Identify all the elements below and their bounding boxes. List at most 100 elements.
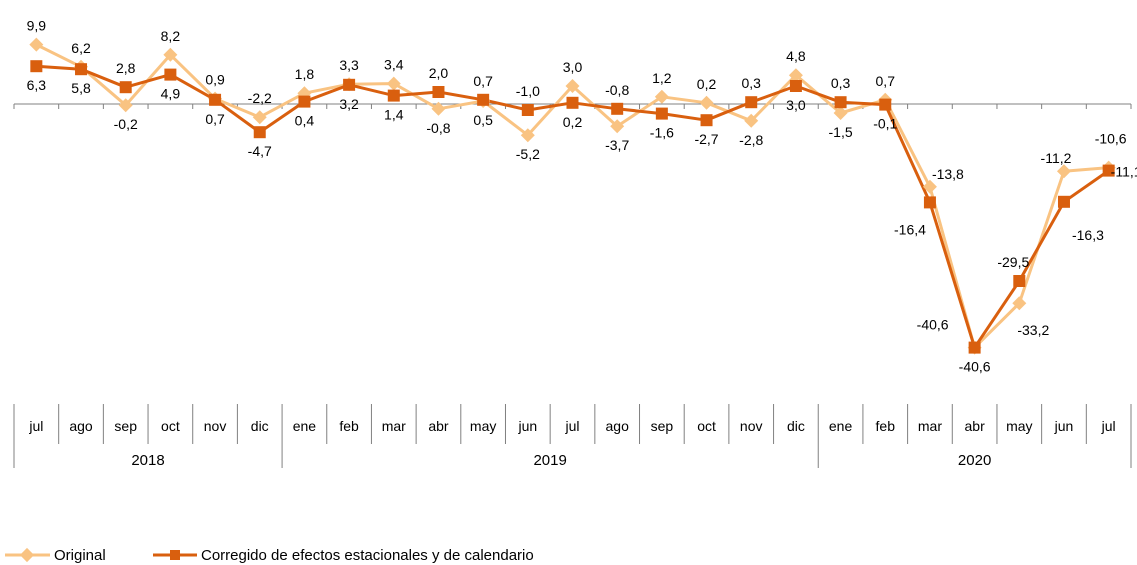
x-axis-categories: jul ago sep oct nov dic ene feb mar abr may jun jul a… xyxy=(13,404,1132,469)
data-label-original: -1,5 xyxy=(829,124,853,140)
x-tick-label: may xyxy=(470,418,496,434)
x-tick-label: jun xyxy=(517,418,537,434)
x-tick-label: ago xyxy=(69,418,93,434)
data-label-corregido: -1,0 xyxy=(516,83,540,99)
point-original xyxy=(610,119,625,134)
data-label-original: -40,6 xyxy=(917,317,949,333)
data-label-corregido: 5,8 xyxy=(71,80,91,96)
point-corregido xyxy=(789,80,802,92)
data-label-corregido: 6,3 xyxy=(27,77,47,93)
legend: Original Corregido de efectos estacional… xyxy=(5,547,534,564)
data-label-original: -11,2 xyxy=(1041,150,1072,166)
point-corregido xyxy=(566,96,579,109)
x-tick-label: jul xyxy=(28,418,43,434)
x-tick-label: nov xyxy=(740,418,763,434)
data-label-corregido: -29,5 xyxy=(997,254,1029,270)
data-label-original: -13,8 xyxy=(932,166,964,182)
point-original xyxy=(565,79,580,93)
legend-swatch-corregido-marker xyxy=(170,550,180,560)
data-label-original: -0,8 xyxy=(426,120,450,136)
x-tick-label: jul xyxy=(1101,418,1116,434)
x-tick-label: jun xyxy=(1054,418,1074,434)
point-original xyxy=(699,95,714,110)
x-tick-label: jul xyxy=(564,418,579,434)
point-original xyxy=(744,113,759,128)
data-label-corregido: -16,3 xyxy=(1072,227,1104,243)
point-original xyxy=(386,76,401,91)
data-label-original: -33,2 xyxy=(1017,322,1049,338)
point-corregido xyxy=(745,96,758,109)
data-label-original: 4,8 xyxy=(786,48,806,64)
point-corregido xyxy=(923,196,936,209)
point-corregido xyxy=(119,81,132,94)
data-label-original: -5,2 xyxy=(516,146,540,162)
point-corregido xyxy=(477,93,490,106)
x-tick-label: mar xyxy=(918,418,942,434)
point-corregido xyxy=(968,341,981,354)
data-label-corregido: -0,1 xyxy=(873,116,897,132)
data-label-corregido: 0,7 xyxy=(205,111,225,127)
point-corregido xyxy=(521,104,534,116)
data-label-layer: 9,9 6,3 6,2 5,8 -0,2 2,8 8,2 4,9 0,9 0,7 -2,2 -4,7 1… xyxy=(27,18,1137,375)
data-label-corregido: -11,1 xyxy=(1111,164,1137,180)
point-corregido xyxy=(879,98,892,111)
data-label-corregido: -40,6 xyxy=(959,359,991,375)
point-original xyxy=(1012,296,1027,311)
x-tick-label: feb xyxy=(876,418,896,434)
data-label-corregido: 0,3 xyxy=(831,75,851,91)
point-corregido xyxy=(432,86,445,98)
data-label-corregido: 3,0 xyxy=(786,97,806,113)
point-corregido xyxy=(1057,195,1070,208)
point-original xyxy=(1056,164,1071,179)
data-label-original: 0,5 xyxy=(473,112,493,128)
x-tick-label: sep xyxy=(114,418,137,434)
data-label-original: 0,7 xyxy=(876,73,896,89)
data-label-original: 3,3 xyxy=(339,57,359,73)
data-label-original: 6,2 xyxy=(71,40,91,56)
data-label-corregido: -4,7 xyxy=(248,143,272,159)
data-label-corregido: 3,2 xyxy=(339,96,359,112)
x-tick-label: dic xyxy=(251,418,269,434)
x-tick-label: ene xyxy=(829,418,853,434)
data-label-corregido: -0,8 xyxy=(605,82,629,98)
data-label-corregido: 4,9 xyxy=(161,86,181,102)
point-original xyxy=(431,101,446,116)
x-tick-label: may xyxy=(1006,418,1032,434)
x-tick-label: oct xyxy=(697,418,716,434)
data-label-original: -10,6 xyxy=(1095,131,1127,147)
data-label-corregido: 0,2 xyxy=(563,114,583,130)
point-corregido xyxy=(655,107,668,120)
x-tick-label: mar xyxy=(382,418,406,434)
x-tick-label: ene xyxy=(293,418,317,434)
year-label: 2019 xyxy=(533,452,566,469)
data-label-original: 9,9 xyxy=(27,18,47,34)
data-label-corregido: 2,0 xyxy=(429,65,449,81)
point-original xyxy=(788,68,803,83)
data-label-original: 8,2 xyxy=(161,28,181,44)
point-original xyxy=(29,37,44,52)
data-label-corregido: 0,4 xyxy=(295,113,315,129)
point-corregido xyxy=(387,89,400,102)
data-label-corregido: 2,8 xyxy=(116,60,136,76)
x-tick-label: sep xyxy=(651,418,674,434)
series-layer xyxy=(29,37,1116,355)
point-corregido xyxy=(700,114,713,127)
data-label-original: -2,8 xyxy=(739,132,763,148)
point-original xyxy=(163,47,178,62)
data-label-corregido: 0,7 xyxy=(473,73,493,89)
data-label-original: -0,2 xyxy=(114,116,138,132)
point-original xyxy=(833,106,848,120)
x-tick-label: feb xyxy=(339,418,359,434)
point-corregido xyxy=(30,60,43,73)
data-label-corregido: 0,3 xyxy=(741,75,761,91)
data-label-corregido: -16,4 xyxy=(894,221,926,237)
data-label-corregido: -1,6 xyxy=(650,125,674,141)
point-corregido xyxy=(343,78,356,91)
point-corregido xyxy=(164,68,177,81)
point-original xyxy=(654,89,669,104)
point-corregido xyxy=(834,96,847,109)
x-tick-label: oct xyxy=(161,418,180,434)
point-original xyxy=(922,179,937,194)
point-corregido xyxy=(209,93,222,106)
